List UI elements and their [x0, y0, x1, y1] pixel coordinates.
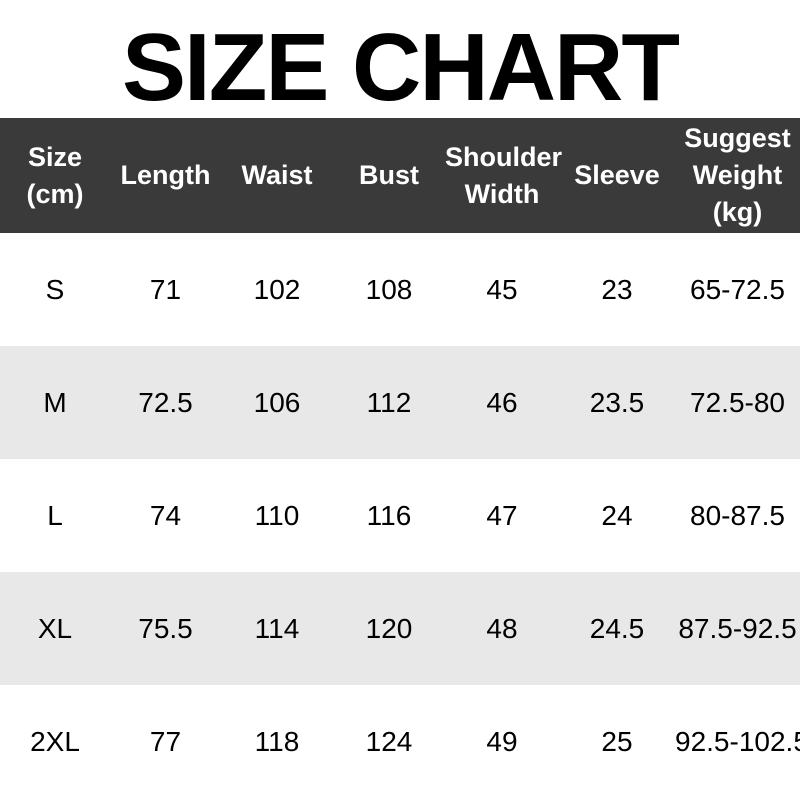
cell-xl-shoulder: 48 — [486, 612, 518, 644]
row-label-size-m: M — [43, 386, 67, 418]
table-header-row: Size (cm) Length Waist Bust Shoulder Wid… — [0, 118, 800, 233]
cell-xl-bust: 120 — [365, 612, 413, 644]
cell-l-length: 74 — [149, 499, 182, 531]
cell-xl-length: 75.5 — [138, 612, 193, 644]
cell-m-shoulder: 46 — [486, 386, 518, 418]
col-header-suggest-weight: Suggest Weight (kg) — [675, 118, 800, 233]
cell-m-sleeve: 23.5 — [589, 386, 645, 418]
table-row-xl: XL 75.5 114 120 48 24.5 87.5-92.5 — [0, 572, 800, 685]
row-label-size-s: S — [45, 273, 65, 305]
size-chart-table: Size (cm) Length Waist Bust Shoulder Wid… — [0, 118, 800, 798]
cell-m-bust: 112 — [366, 386, 412, 418]
col-header-bust: Bust — [333, 118, 445, 233]
cell-s-bust: 108 — [365, 273, 413, 305]
cell-s-length: 71 — [149, 273, 182, 305]
col-header-size: Size (cm) — [0, 118, 110, 233]
cell-l-shoulder: 47 — [486, 499, 518, 531]
cell-2xl-waist: 118 — [254, 725, 300, 757]
col-header-shoulder-width: Shoulder Width — [445, 118, 562, 233]
cell-2xl-bust: 124 — [365, 725, 413, 757]
row-label-size-l: L — [47, 499, 63, 531]
table-row-s: S 71 102 108 45 23 65-72.5 — [0, 233, 800, 346]
cell-m-waist: 106 — [253, 386, 301, 418]
cell-2xl-shoulder: 49 — [486, 725, 518, 757]
table-row-m: M 72.5 106 112 46 23.5 72.5-80 — [0, 346, 800, 459]
cell-2xl-sleeve: 25 — [601, 725, 633, 757]
table-row-l: L 74 110 116 47 24 80-87.5 — [0, 459, 800, 572]
col-header-waist: Waist — [221, 118, 333, 233]
cell-s-sleeve: 23 — [601, 273, 633, 305]
row-label-size-2xl: 2XL — [30, 725, 80, 757]
cell-2xl-length: 77 — [149, 725, 182, 757]
cell-l-sleeve: 24 — [601, 499, 633, 531]
cell-m-length: 72.5 — [138, 386, 193, 418]
row-label-size-xl: XL — [37, 612, 73, 644]
col-header-length: Length — [110, 118, 221, 233]
page-title: SIZE CHART — [122, 14, 680, 121]
cell-s-weight: 65-72.5 — [690, 273, 785, 305]
cell-2xl-weight: 92.5-102.5 — [675, 725, 800, 757]
cell-l-weight: 80-87.5 — [690, 499, 785, 531]
cell-xl-sleeve: 24.5 — [589, 612, 645, 644]
cell-s-shoulder: 45 — [486, 273, 518, 305]
cell-s-waist: 102 — [253, 273, 301, 305]
cell-xl-waist: 114 — [254, 612, 300, 644]
table-row-2xl: 2XL 77 118 124 49 25 92.5-102.5 — [0, 685, 800, 798]
cell-xl-weight: 87.5-92.5 — [678, 612, 797, 644]
cell-l-bust: 116 — [366, 499, 412, 531]
col-header-sleeve: Sleeve — [559, 118, 675, 233]
cell-l-waist: 110 — [254, 499, 300, 531]
cell-m-weight: 72.5-80 — [690, 386, 785, 418]
